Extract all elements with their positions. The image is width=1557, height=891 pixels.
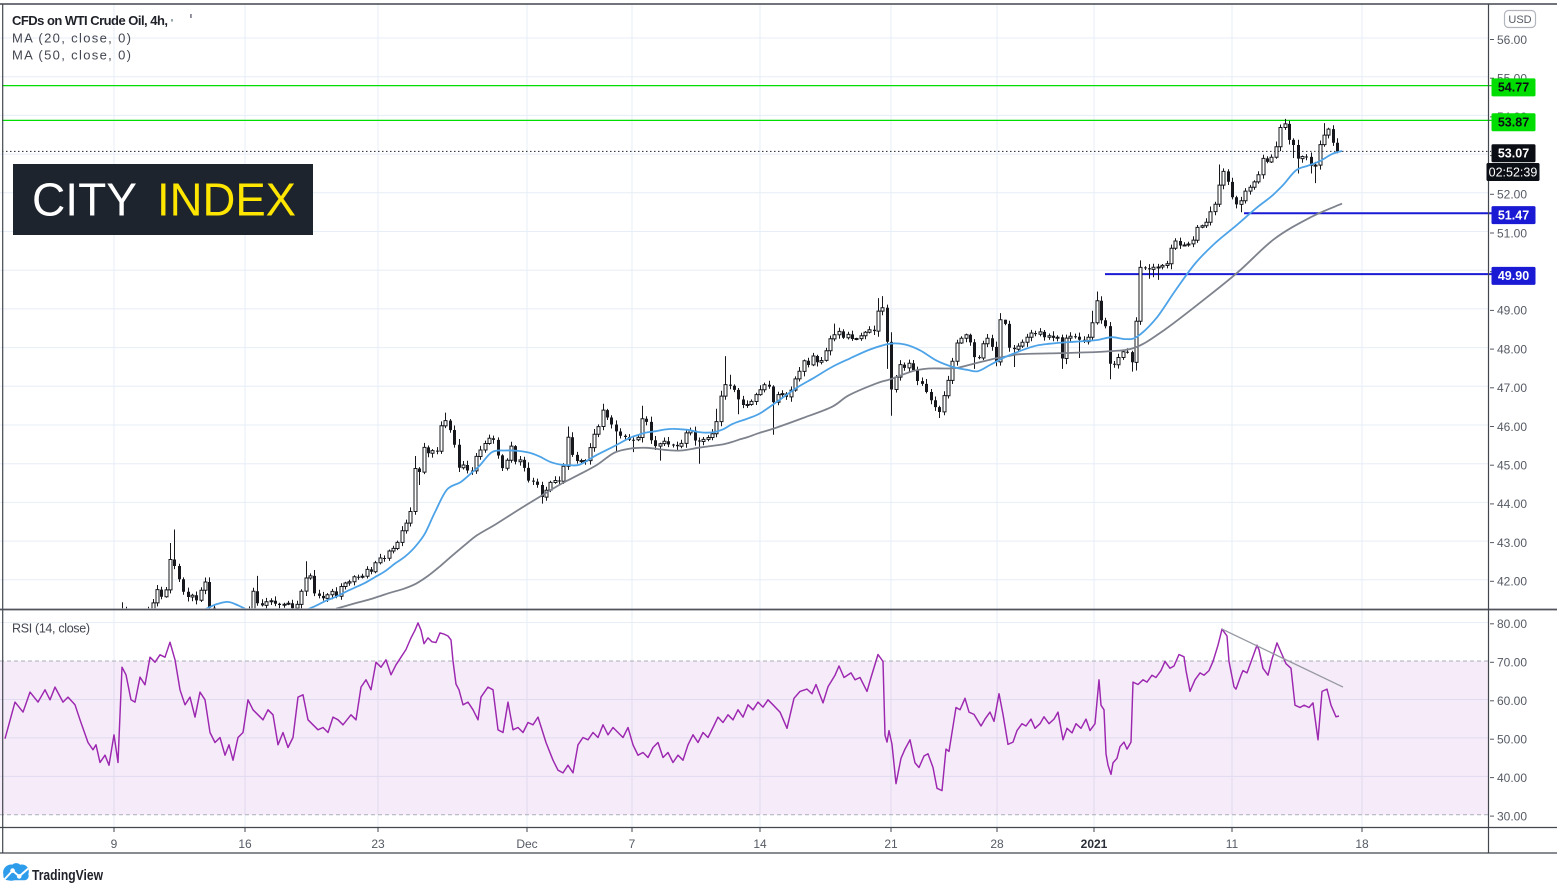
svg-text:46.00: 46.00 — [1497, 420, 1527, 434]
svg-text:18: 18 — [1355, 837, 1369, 851]
svg-text:53.87: 53.87 — [1498, 116, 1529, 130]
svg-text:CFDs on WTI Crude Oil, 4h,: CFDs on WTI Crude Oil, 4h, — [12, 13, 168, 28]
svg-text:USD: USD — [1508, 14, 1531, 26]
svg-text:2021: 2021 — [1081, 837, 1108, 851]
svg-text:48.00: 48.00 — [1497, 342, 1527, 356]
svg-text:53.07: 53.07 — [1498, 147, 1529, 161]
svg-text:42.00: 42.00 — [1497, 575, 1527, 589]
svg-text:44.00: 44.00 — [1497, 497, 1527, 511]
svg-text:21: 21 — [884, 837, 898, 851]
svg-text:50.00: 50.00 — [1497, 733, 1527, 747]
svg-text:Dec: Dec — [516, 837, 537, 851]
svg-text:49.90: 49.90 — [1498, 269, 1529, 283]
svg-text:43.00: 43.00 — [1497, 536, 1527, 550]
svg-text:CITY: CITY — [32, 174, 137, 226]
svg-text:7: 7 — [629, 837, 636, 851]
svg-text:54.77: 54.77 — [1498, 81, 1529, 95]
svg-text:40.00: 40.00 — [1497, 771, 1527, 785]
svg-text:52.00: 52.00 — [1497, 188, 1527, 202]
svg-text:MA (50, close, 0): MA (50, close, 0) — [12, 48, 131, 63]
svg-text:51.00: 51.00 — [1497, 226, 1527, 240]
svg-text:14: 14 — [753, 837, 767, 851]
svg-text:60.00: 60.00 — [1497, 694, 1527, 708]
svg-text:TradingView: TradingView — [32, 868, 104, 884]
svg-text:02:52:39: 02:52:39 — [1489, 165, 1538, 179]
svg-text:47.00: 47.00 — [1497, 381, 1527, 395]
svg-text:INDEX: INDEX — [157, 174, 296, 226]
svg-text:MA (20, close, 0): MA (20, close, 0) — [12, 31, 131, 46]
svg-text:80.00: 80.00 — [1497, 617, 1527, 631]
svg-text:51.47: 51.47 — [1498, 208, 1529, 222]
svg-text:45.00: 45.00 — [1497, 459, 1527, 473]
svg-text:11: 11 — [1226, 837, 1239, 851]
svg-text:49.00: 49.00 — [1497, 304, 1527, 318]
svg-text:9: 9 — [111, 837, 118, 851]
svg-text:16: 16 — [238, 837, 252, 851]
svg-text:56.00: 56.00 — [1497, 33, 1527, 47]
svg-text:28: 28 — [990, 837, 1004, 851]
svg-text:70.00: 70.00 — [1497, 656, 1527, 670]
svg-text:30.00: 30.00 — [1497, 809, 1527, 823]
svg-text:RSI (14, close): RSI (14, close) — [12, 622, 90, 636]
svg-text:23: 23 — [371, 837, 385, 851]
